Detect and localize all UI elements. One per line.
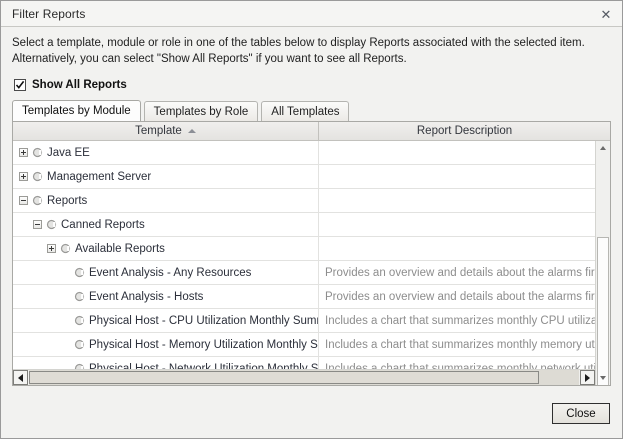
template-cell[interactable]: Available Reports xyxy=(13,237,319,260)
show-all-reports-label[interactable]: Show All Reports xyxy=(32,79,127,91)
dialog-title: Filter Reports xyxy=(12,6,86,21)
template-cell[interactable]: Canned Reports xyxy=(13,213,319,236)
template-name: Event Analysis - Any Resources xyxy=(89,266,252,279)
scroll-down-arrow-icon[interactable] xyxy=(596,371,610,385)
report-description-cell: Includes a chart that summarizes monthly… xyxy=(325,314,595,327)
horizontal-scrollbar-thumb[interactable] xyxy=(29,371,539,384)
instructions-line-2: Alternatively, you can select "Show All … xyxy=(12,52,407,65)
table-row[interactable]: Reports xyxy=(13,189,595,213)
node-circle-icon xyxy=(32,171,43,182)
node-circle-icon xyxy=(60,243,71,254)
report-description-cell xyxy=(319,165,595,188)
template-cell[interactable]: Reports xyxy=(13,189,319,212)
node-circle-icon xyxy=(74,339,85,350)
template-name: Physical Host - Network Utilization Mont… xyxy=(89,362,318,370)
template-name: Event Analysis - Hosts xyxy=(89,290,204,303)
tab-templates-by-module[interactable]: Templates by Module xyxy=(12,100,141,121)
report-description-cell xyxy=(319,237,595,260)
report-description-cell xyxy=(319,141,595,164)
column-header-template-label: Template xyxy=(135,125,182,137)
table-rows: Java EE Management Server Reports Canned Re… xyxy=(13,141,595,369)
table-row[interactable]: Physical Host - Memory Utilization Month… xyxy=(13,333,595,357)
collapse-node-icon[interactable] xyxy=(19,196,28,205)
dialog-footer: Close xyxy=(1,394,622,438)
collapse-node-icon[interactable] xyxy=(33,220,42,229)
expand-node-icon[interactable] xyxy=(47,244,56,253)
scroll-up-arrow-icon[interactable] xyxy=(596,141,610,155)
template-name: Management Server xyxy=(47,170,152,183)
scroll-left-arrow-icon[interactable] xyxy=(13,370,28,385)
node-circle-icon xyxy=(74,267,85,278)
horizontal-scrollbar[interactable] xyxy=(13,369,595,385)
table-row[interactable]: Physical Host - Network Utilization Mont… xyxy=(13,357,595,369)
dialog-titlebar: Filter Reports ✕ xyxy=(1,1,622,27)
template-name: Canned Reports xyxy=(61,218,145,231)
template-name: Physical Host - CPU Utilization Monthly … xyxy=(89,314,318,327)
template-cell[interactable]: Event Analysis - Hosts xyxy=(13,285,319,308)
report-description-cell: Includes a chart that summarizes monthly… xyxy=(325,338,595,351)
tab-bar: Templates by Module Templates by Role Al… xyxy=(12,100,622,121)
column-header-template[interactable]: Template xyxy=(13,122,319,140)
table-row[interactable]: Management Server xyxy=(13,165,595,189)
node-circle-icon xyxy=(74,315,85,326)
table-row[interactable]: Canned Reports xyxy=(13,213,595,237)
close-icon[interactable]: ✕ xyxy=(600,6,612,22)
table-header-row: Template Report Description xyxy=(13,122,610,141)
template-name: Physical Host - Memory Utilization Month… xyxy=(89,338,318,351)
horizontal-scrollbar-track[interactable] xyxy=(29,370,579,385)
node-circle-icon xyxy=(74,291,85,302)
vertical-scrollbar-thumb[interactable] xyxy=(597,237,609,385)
report-description-cell xyxy=(319,189,595,212)
node-circle-icon xyxy=(74,363,85,369)
instructions-line-1: Select a template, module or role in one… xyxy=(12,37,585,49)
template-cell[interactable]: Management Server xyxy=(13,165,319,188)
tab-all-templates[interactable]: All Templates xyxy=(261,101,350,121)
show-all-reports-checkbox[interactable] xyxy=(14,79,26,91)
template-name: Java EE xyxy=(47,146,90,159)
vertical-scrollbar[interactable] xyxy=(595,141,610,385)
tab-templates-by-role[interactable]: Templates by Role xyxy=(143,101,259,121)
template-cell[interactable]: Physical Host - Memory Utilization Month… xyxy=(13,333,319,356)
checkmark-icon xyxy=(15,80,25,89)
table-row[interactable]: Event Analysis - Any Resources Provides a… xyxy=(13,261,595,285)
table-row[interactable]: Physical Host - CPU Utilization Monthly … xyxy=(13,309,595,333)
template-cell[interactable]: Physical Host - CPU Utilization Monthly … xyxy=(13,309,319,332)
expand-node-icon[interactable] xyxy=(19,148,28,157)
report-description-cell xyxy=(319,213,595,236)
node-circle-icon xyxy=(32,147,43,158)
template-cell[interactable]: Java EE xyxy=(13,141,319,164)
report-description-cell: Provides an overview and details about t… xyxy=(325,290,595,303)
table-row[interactable]: Java EE xyxy=(13,141,595,165)
report-description-cell: Includes a chart that summarizes monthly… xyxy=(325,362,595,370)
column-header-report-description-label: Report Description xyxy=(416,125,513,137)
column-header-report-description[interactable]: Report Description xyxy=(319,122,610,140)
show-all-reports-row[interactable]: Show All Reports xyxy=(14,79,622,91)
template-name: Available Reports xyxy=(75,242,165,255)
instructions: Select a template, module or role in one… xyxy=(1,27,622,67)
templates-table: Template Report Description Java EE Manag… xyxy=(12,121,611,386)
expand-node-icon[interactable] xyxy=(19,172,28,181)
node-circle-icon xyxy=(46,219,57,230)
dialog-body: Select a template, module or role in one… xyxy=(1,27,622,438)
node-circle-icon xyxy=(32,195,43,206)
scroll-right-arrow-icon[interactable] xyxy=(580,370,595,385)
template-name: Reports xyxy=(47,194,88,207)
report-description-cell: Provides an overview and details about t… xyxy=(325,266,595,279)
table-row[interactable]: Event Analysis - Hosts Provides an overvi… xyxy=(13,285,595,309)
template-cell[interactable]: Physical Host - Network Utilization Mont… xyxy=(13,357,319,369)
table-row[interactable]: Available Reports xyxy=(13,237,595,261)
template-cell[interactable]: Event Analysis - Any Resources xyxy=(13,261,319,284)
close-button[interactable]: Close xyxy=(552,403,610,424)
sort-ascending-icon xyxy=(187,129,196,133)
